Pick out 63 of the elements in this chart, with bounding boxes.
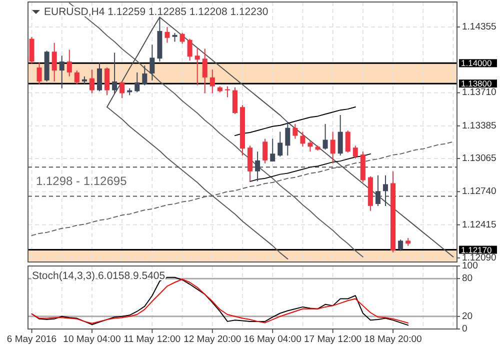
y-tick-label: 1.12090 [462,252,496,264]
y-tick-label: 100 [462,260,478,272]
candlestick [194,47,200,86]
candlestick [29,36,34,64]
candlestick [224,86,230,98]
y-tick-label: 20 [462,310,473,322]
y-tick-label: 1.13385 [462,120,496,132]
candlestick [74,70,80,85]
candlestick [202,48,208,94]
candlestick [330,131,336,164]
y-tick-label: 1.12415 [462,219,496,230]
ref-line-label: 1.14000 [461,58,492,68]
ref-line-label: 1.13800 [461,78,492,89]
candlestick [52,42,57,82]
y-tick-label: 1.12740 [462,186,496,198]
candlestick [142,65,148,86]
candlestick [59,55,64,89]
candlestick [232,86,238,114]
x-tick-label: 16 May 04:00 [244,334,302,345]
candlestick [164,26,170,44]
x-tick-label: 11 May 12:00 [124,334,181,345]
y-tick-label: 0 [462,324,468,334]
candlestick [383,174,388,207]
candlestick [112,52,118,95]
candlestick [345,130,350,154]
y-tick-label: 1.13065 [462,153,496,164]
ref-line-label: 1.12170 [461,244,492,255]
candlestick [120,80,125,99]
candlestick [352,145,358,160]
candlestick [285,121,290,156]
candlestick [180,32,185,44]
candlestick [89,69,94,94]
ref-line-label: 1.1298 - 1.12695 [36,174,128,188]
candlestick [375,174,380,207]
candlestick [262,138,268,164]
y-tick-label: 1.13710 [462,87,496,98]
candlestick [248,145,253,182]
candlestick [300,131,306,148]
candlestick [134,72,140,93]
x-tick-label: 17 May 12:00 [304,334,362,345]
candlestick [270,138,276,162]
candlestick [66,49,72,77]
candlestick [210,69,215,94]
y-tick-label: 1.14355 [462,21,496,32]
x-tick-label: 18 May 20:00 [364,334,422,345]
candlestick [292,123,298,140]
candlestick [322,123,328,150]
x-tick-label: 6 May 2016 [6,334,57,345]
chart-title: Stoch(14,3,3) 6.0158 9.5405 [32,270,166,282]
x-tick-label: 10 May 04:00 [63,334,121,345]
x-tick-label: 12 May 20:00 [184,334,242,345]
candlestick [150,44,155,81]
line-series [234,106,356,136]
candlestick [308,140,313,152]
candlestick [255,151,260,182]
candlestick [36,62,42,85]
candlestick [104,67,110,96]
candlestick [338,114,343,156]
y-tick-label: 80 [462,273,473,284]
candlestick [97,62,102,92]
candlestick [398,239,404,252]
candlestick [187,38,192,62]
candlestick [278,131,283,158]
